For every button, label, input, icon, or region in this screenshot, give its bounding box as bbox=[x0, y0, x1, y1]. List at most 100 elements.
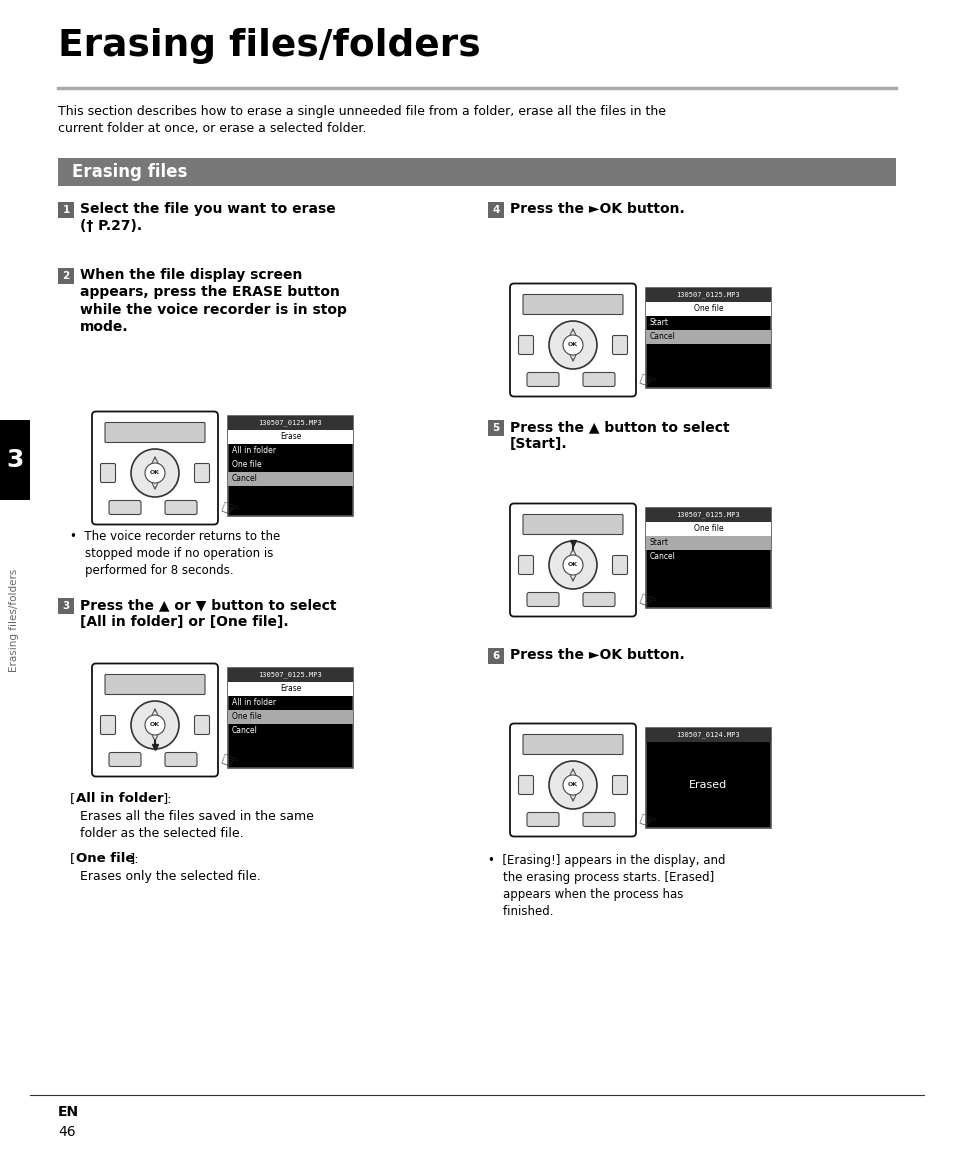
Bar bbox=[58, 598, 74, 614]
Text: 130507_0125.MP3: 130507_0125.MP3 bbox=[258, 419, 322, 426]
Text: Cancel: Cancel bbox=[649, 552, 675, 560]
Circle shape bbox=[548, 541, 597, 589]
Text: ☞: ☞ bbox=[634, 809, 658, 835]
FancyBboxPatch shape bbox=[109, 753, 141, 767]
FancyBboxPatch shape bbox=[510, 724, 636, 836]
Circle shape bbox=[562, 335, 582, 356]
Text: ]:: ]: bbox=[163, 792, 172, 805]
Text: •  The voice recorder returns to the
    stopped mode if no operation is
    per: • The voice recorder returns to the stop… bbox=[70, 530, 280, 577]
Circle shape bbox=[562, 555, 582, 576]
Bar bbox=[645, 507, 770, 521]
FancyBboxPatch shape bbox=[518, 336, 533, 354]
Bar bbox=[58, 157, 895, 186]
Bar bbox=[645, 287, 770, 388]
Text: All in folder: All in folder bbox=[76, 792, 164, 805]
Bar bbox=[0, 420, 30, 500]
Text: ]:: ]: bbox=[130, 852, 139, 865]
Text: Erasing files/folders: Erasing files/folders bbox=[9, 569, 19, 672]
FancyBboxPatch shape bbox=[526, 373, 558, 387]
FancyBboxPatch shape bbox=[105, 423, 205, 442]
Text: 3: 3 bbox=[7, 448, 24, 472]
FancyBboxPatch shape bbox=[522, 514, 622, 535]
FancyBboxPatch shape bbox=[582, 813, 615, 827]
Text: 130507_0125.MP3: 130507_0125.MP3 bbox=[676, 291, 740, 298]
Text: 2: 2 bbox=[62, 271, 70, 281]
Circle shape bbox=[131, 449, 179, 497]
Text: Start: Start bbox=[649, 538, 668, 547]
Bar bbox=[645, 507, 770, 608]
Text: 130507_0125.MP3: 130507_0125.MP3 bbox=[258, 672, 322, 677]
Text: Erased: Erased bbox=[689, 779, 727, 790]
FancyBboxPatch shape bbox=[109, 500, 141, 514]
FancyBboxPatch shape bbox=[100, 463, 115, 483]
FancyBboxPatch shape bbox=[91, 664, 218, 777]
Bar bbox=[488, 201, 503, 218]
Bar bbox=[645, 330, 770, 344]
Bar bbox=[228, 416, 353, 430]
Text: •  [Erasing!] appears in the display, and
    the erasing process starts. [Erase: • [Erasing!] appears in the display, and… bbox=[488, 853, 724, 918]
Text: Erasing files/folders: Erasing files/folders bbox=[58, 28, 480, 64]
FancyBboxPatch shape bbox=[194, 716, 210, 734]
Text: ☞: ☞ bbox=[215, 498, 240, 523]
Circle shape bbox=[145, 714, 165, 735]
Text: ☞: ☞ bbox=[634, 369, 658, 395]
Text: OK: OK bbox=[567, 343, 578, 347]
Text: 46: 46 bbox=[58, 1126, 75, 1139]
Text: When the file display screen
appears, press the ERASE button
while the voice rec: When the file display screen appears, pr… bbox=[80, 267, 347, 334]
Text: All in folder: All in folder bbox=[232, 446, 275, 455]
FancyBboxPatch shape bbox=[91, 411, 218, 525]
FancyBboxPatch shape bbox=[194, 463, 210, 483]
Text: 6: 6 bbox=[492, 651, 499, 661]
Text: Erases only the selected file.: Erases only the selected file. bbox=[80, 870, 260, 884]
Text: All in folder: All in folder bbox=[232, 698, 275, 708]
Text: Cancel: Cancel bbox=[649, 332, 675, 340]
Text: Press the ▲ button to select
[Start].: Press the ▲ button to select [Start]. bbox=[510, 420, 729, 452]
Text: OK: OK bbox=[567, 563, 578, 567]
Bar bbox=[228, 710, 353, 724]
Circle shape bbox=[548, 761, 597, 809]
Text: Select the file you want to erase
(† P.27).: Select the file you want to erase († P.2… bbox=[80, 201, 335, 233]
Text: [: [ bbox=[70, 792, 75, 805]
Text: 4: 4 bbox=[492, 205, 499, 215]
Bar bbox=[645, 301, 770, 315]
FancyBboxPatch shape bbox=[582, 593, 615, 607]
Text: Press the ►OK button.: Press the ►OK button. bbox=[510, 648, 684, 662]
Text: Press the ▲ or ▼ button to select
[All in folder] or [One file].: Press the ▲ or ▼ button to select [All i… bbox=[80, 598, 336, 629]
Bar bbox=[645, 535, 770, 550]
Text: One file: One file bbox=[693, 305, 722, 313]
Text: ☞: ☞ bbox=[215, 750, 240, 775]
FancyBboxPatch shape bbox=[526, 813, 558, 827]
Circle shape bbox=[548, 321, 597, 369]
Text: OK: OK bbox=[150, 723, 160, 727]
FancyBboxPatch shape bbox=[105, 674, 205, 695]
Bar bbox=[58, 267, 74, 284]
Text: One file: One file bbox=[76, 852, 134, 865]
FancyBboxPatch shape bbox=[612, 556, 627, 574]
Bar bbox=[228, 430, 353, 444]
FancyBboxPatch shape bbox=[612, 776, 627, 794]
Bar bbox=[228, 416, 353, 515]
Text: Cancel: Cancel bbox=[232, 726, 257, 735]
FancyBboxPatch shape bbox=[510, 284, 636, 396]
Bar bbox=[645, 287, 770, 301]
Bar bbox=[488, 420, 503, 437]
Bar bbox=[645, 727, 770, 828]
FancyBboxPatch shape bbox=[165, 500, 196, 514]
Text: 130507_0125.MP3: 130507_0125.MP3 bbox=[676, 511, 740, 518]
Bar bbox=[488, 648, 503, 664]
Text: One file: One file bbox=[232, 460, 261, 469]
Circle shape bbox=[131, 701, 179, 749]
Text: 1: 1 bbox=[62, 205, 70, 215]
FancyBboxPatch shape bbox=[522, 294, 622, 315]
Circle shape bbox=[145, 463, 165, 483]
FancyBboxPatch shape bbox=[526, 593, 558, 607]
Text: OK: OK bbox=[150, 470, 160, 476]
Bar bbox=[228, 667, 353, 682]
Bar bbox=[228, 471, 353, 485]
Text: ☞: ☞ bbox=[634, 589, 658, 615]
FancyBboxPatch shape bbox=[510, 504, 636, 616]
Text: Erases all the files saved in the same
folder as the selected file.: Erases all the files saved in the same f… bbox=[80, 809, 314, 840]
Text: This section describes how to erase a single unneeded file from a folder, erase : This section describes how to erase a si… bbox=[58, 105, 665, 135]
FancyBboxPatch shape bbox=[518, 556, 533, 574]
Text: Start: Start bbox=[649, 318, 668, 327]
